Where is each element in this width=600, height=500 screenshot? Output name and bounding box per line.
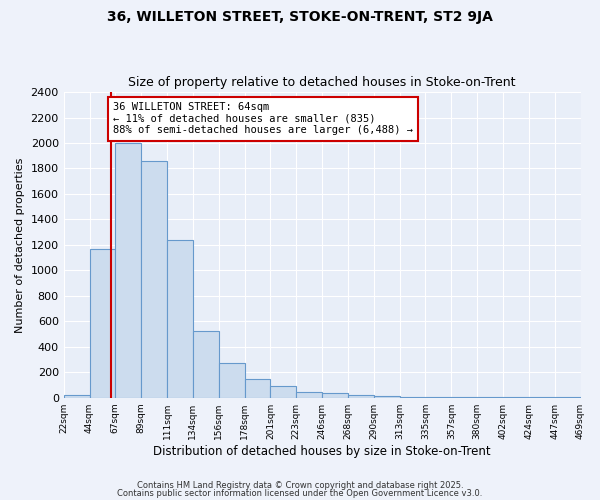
Bar [167,240,193,398]
Bar [400,397,425,398]
Bar [89,248,115,398]
X-axis label: Distribution of detached houses by size in Stoke-on-Trent: Distribution of detached houses by size … [153,444,491,458]
Title: Size of property relative to detached houses in Stoke-on-Trent: Size of property relative to detached ho… [128,76,516,90]
Bar [245,378,271,398]
Bar [115,143,141,398]
Bar [451,397,477,398]
Text: Contains HM Land Registry data © Crown copyright and database right 2025.: Contains HM Land Registry data © Crown c… [137,481,463,490]
Bar [425,397,451,398]
Text: 36, WILLETON STREET, STOKE-ON-TRENT, ST2 9JA: 36, WILLETON STREET, STOKE-ON-TRENT, ST2… [107,10,493,24]
Text: 36 WILLETON STREET: 64sqm
← 11% of detached houses are smaller (835)
88% of semi: 36 WILLETON STREET: 64sqm ← 11% of detac… [113,102,413,136]
Bar [322,392,348,398]
Bar [193,332,219,398]
Y-axis label: Number of detached properties: Number of detached properties [15,157,25,332]
Bar [374,396,400,398]
Bar [141,161,167,398]
Bar [219,362,245,398]
Bar [64,394,89,398]
Bar [271,386,296,398]
Text: Contains public sector information licensed under the Open Government Licence v3: Contains public sector information licen… [118,488,482,498]
Bar [348,395,374,398]
Bar [296,392,322,398]
